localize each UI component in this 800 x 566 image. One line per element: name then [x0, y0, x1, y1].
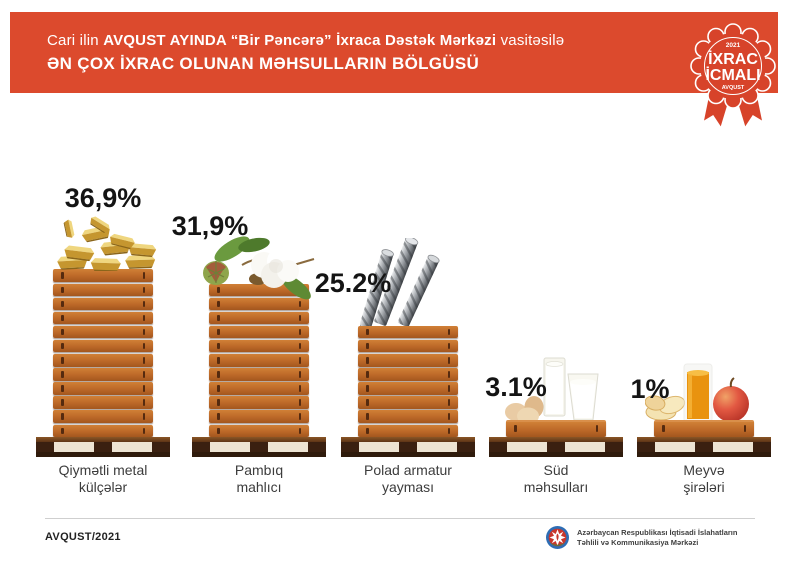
pallet-graphic — [192, 437, 326, 457]
header-line-2: ƏN ÇOX İXRAC OLUNAN MƏHSULLARIN BÖLGÜSÜ — [47, 54, 480, 73]
wooden-crate-slat — [358, 339, 458, 353]
bar-category-label: Qiymətli metal külçələr — [58, 462, 148, 495]
header-line1-bold: AVQUST AYINDA “Bir Pəncərə” İxraca Dəstə… — [103, 32, 497, 49]
azerbaijan-emblem-icon — [546, 526, 569, 549]
wooden-crate-slat — [654, 420, 754, 437]
gold-ingots-image — [57, 215, 157, 271]
wooden-crate-slat — [53, 424, 153, 437]
badge-title-line1: İXRAC — [708, 50, 758, 68]
bar-value-label: 25.2% — [314, 268, 392, 298]
bar-column-precious-metals: 36,9% Qiymətli — [28, 0, 178, 566]
wooden-crate-slat — [209, 311, 309, 325]
bar-category-label: Polad armatur yayması — [364, 462, 452, 495]
wooden-crate-slat — [209, 382, 309, 395]
wooden-crate-slat — [53, 368, 153, 381]
wooden-crate-slat — [53, 325, 153, 339]
bar-category-label: Meyvə şirələri — [683, 462, 725, 495]
wooden-crate-slat — [53, 339, 153, 353]
bar-value-label: 31,9% — [171, 211, 249, 241]
crate-stack — [654, 420, 754, 437]
bar-column-steel-rebar: 25.2% — [315, 0, 483, 566]
wooden-crate-slat — [358, 396, 458, 409]
bar-value-label: 1% — [630, 374, 670, 404]
ixrac-icmali-rosette-badge: 2021 İXRAC İCMALI AVQUST — [690, 23, 776, 130]
wooden-crate-slat — [358, 325, 458, 339]
wooden-crate-slat — [209, 339, 309, 353]
organization-name: Azərbaycan Respublikası İqtisadi İslahat… — [577, 528, 737, 547]
organization-name-line1: Azərbaycan Respublikası İqtisadi İslahat… — [577, 528, 738, 537]
wooden-crate-slat — [53, 396, 153, 409]
pallet-graphic — [637, 437, 771, 457]
header-banner: Cari ilin AVQUST AYINDA “Bir Pəncərə” İx… — [10, 12, 778, 93]
header-line-1: Cari ilin AVQUST AYINDA “Bir Pəncərə” İx… — [47, 32, 778, 49]
wooden-crate-slat — [358, 410, 458, 423]
wooden-crate-slat — [209, 368, 309, 381]
organization-name-line2: Təhlili və Kommunikasiya Mərkəzi — [577, 537, 699, 547]
wooden-crate-slat — [358, 382, 458, 395]
badge-subtitle: AVQUST — [722, 85, 745, 91]
organization-block: Azərbaycan Respublikası İqtisadi İslahat… — [545, 525, 737, 550]
badge-year: 2021 — [726, 42, 741, 49]
wooden-crate-slat — [358, 424, 458, 437]
bar-category-label: Süd məhsulları — [523, 462, 589, 495]
pallet-graphic — [36, 437, 170, 457]
bar-column-cotton: 31,9% Pambıq mahlıcı — [172, 0, 334, 566]
cotton-boll-image — [203, 236, 315, 300]
wooden-crate-slat — [209, 396, 309, 409]
crate-stack — [209, 283, 309, 437]
wooden-crate-slat — [53, 382, 153, 395]
pallet-graphic — [489, 437, 623, 457]
bar-value-label: 3.1% — [485, 372, 547, 402]
header-line1-suffix: vasitəsilə — [500, 32, 565, 49]
wooden-crate-slat — [53, 269, 153, 282]
wooden-crate-slat — [506, 420, 606, 437]
wooden-crate-slat — [358, 368, 458, 381]
crate-stack — [358, 325, 458, 437]
footer-date: AVQUST/2021 — [45, 531, 121, 543]
wooden-crate-slat — [53, 410, 153, 423]
wooden-crate-slat — [53, 283, 153, 297]
pallet-graphic — [341, 437, 475, 457]
wooden-crate-slat — [209, 325, 309, 339]
header-line1-prefix: Cari ilin — [47, 32, 99, 49]
wooden-crate-slat — [209, 424, 309, 437]
bar-column-dairy: 3.1% Süd məhsulları — [481, 0, 631, 566]
wooden-crate-slat — [53, 354, 153, 367]
bar-column-fruit-juice: 1% Meyvə şirələri — [629, 0, 779, 566]
milk-and-eggs-image — [505, 357, 599, 425]
bar-category-label: Pambıq mahlıcı — [234, 462, 284, 495]
wooden-crate-slat — [53, 311, 153, 325]
wooden-crate-slat — [53, 297, 153, 311]
wooden-crate-slat — [209, 354, 309, 367]
bar-value-label: 36,9% — [64, 183, 142, 213]
badge-title-line2: İCMALI — [705, 66, 760, 84]
footer-divider — [45, 518, 755, 519]
wooden-crate-slat — [209, 297, 309, 311]
wooden-crate-slat — [209, 410, 309, 423]
crate-stack — [53, 269, 153, 437]
wooden-crate-slat — [358, 354, 458, 367]
steel-rebar-image — [360, 238, 440, 330]
crate-stack — [506, 420, 606, 437]
